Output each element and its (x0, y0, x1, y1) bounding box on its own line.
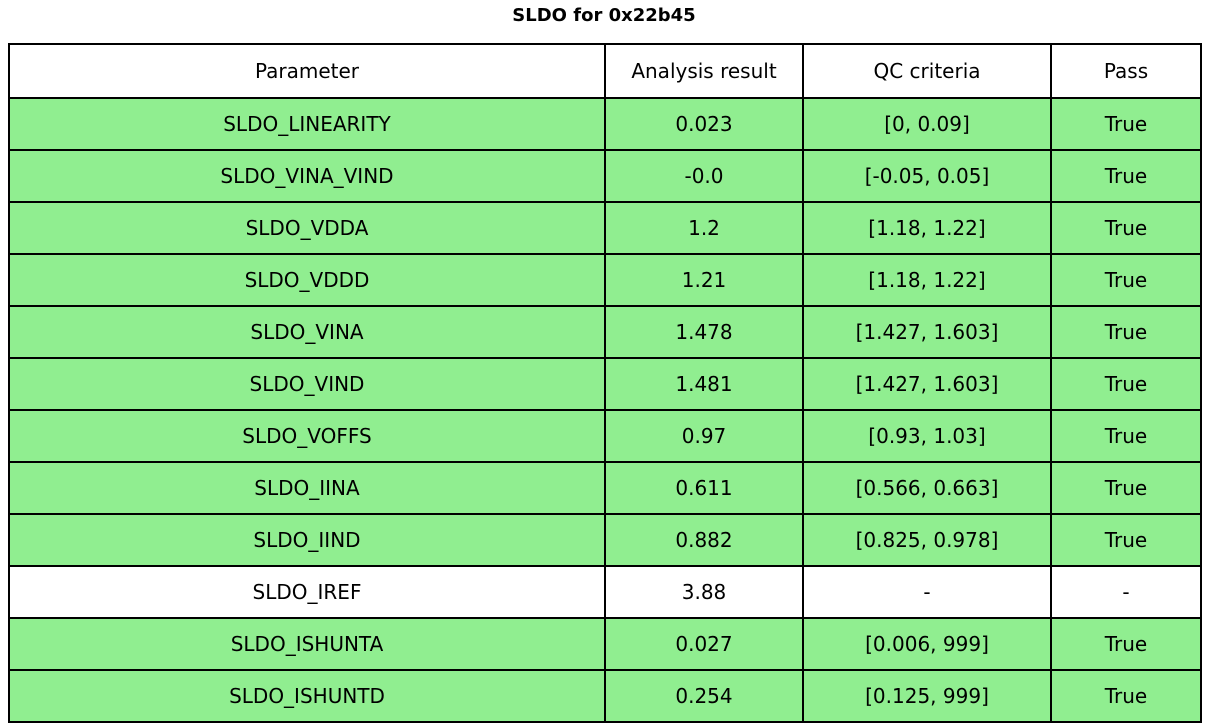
qc-criteria-cell: [0.825, 0.978] (802, 513, 1052, 567)
parameter-cell: SLDO_VDDD (8, 253, 606, 307)
pass-cell: True (1050, 357, 1202, 411)
table-row: SLDO_LINEARITY 0.023 [0, 0.09] True (8, 97, 1202, 151)
table-body: SLDO_LINEARITY 0.023 [0, 0.09] True SLDO… (8, 97, 1202, 723)
page-title: SLDO for 0x22b45 (512, 5, 696, 26)
parameter-cell: SLDO_ISHUNTA (8, 617, 606, 671)
pass-cell: True (1050, 305, 1202, 359)
analysis-result-cell: 1.2 (604, 201, 804, 255)
analysis-result-cell: 0.611 (604, 461, 804, 515)
pass-cell: True (1050, 669, 1202, 723)
parameter-cell: SLDO_VDDA (8, 201, 606, 255)
column-header-analysis-result: Analysis result (604, 43, 804, 99)
qc-criteria-cell: [0, 0.09] (802, 97, 1052, 151)
pass-cell: True (1050, 201, 1202, 255)
table-row: SLDO_VIND 1.481 [1.427, 1.603] True (8, 357, 1202, 411)
pass-cell: True (1050, 149, 1202, 203)
analysis-result-cell: 1.481 (604, 357, 804, 411)
analysis-result-cell: 1.21 (604, 253, 804, 307)
pass-cell: True (1050, 253, 1202, 307)
table-row: SLDO_IINA 0.611 [0.566, 0.663] True (8, 461, 1202, 515)
qc-criteria-cell: [0.125, 999] (802, 669, 1052, 723)
pass-cell: True (1050, 409, 1202, 463)
qc-criteria-cell: [1.427, 1.603] (802, 357, 1052, 411)
column-header-parameter: Parameter (8, 43, 606, 99)
table-row: SLDO_ISHUNTD 0.254 [0.125, 999] True (8, 669, 1202, 723)
analysis-result-cell: 0.254 (604, 669, 804, 723)
parameter-cell: SLDO_IIND (8, 513, 606, 567)
table-row: SLDO_VINA_VIND -0.0 [-0.05, 0.05] True (8, 149, 1202, 203)
pass-cell: True (1050, 97, 1202, 151)
qc-criteria-cell: [0.566, 0.663] (802, 461, 1052, 515)
analysis-result-cell: 3.88 (604, 565, 804, 619)
parameter-cell: SLDO_VINA_VIND (8, 149, 606, 203)
parameter-cell: SLDO_VOFFS (8, 409, 606, 463)
qc-criteria-cell: [1.427, 1.603] (802, 305, 1052, 359)
analysis-result-cell: 0.027 (604, 617, 804, 671)
pass-cell: True (1050, 461, 1202, 515)
analysis-result-cell: -0.0 (604, 149, 804, 203)
table-row: SLDO_VDDD 1.21 [1.18, 1.22] True (8, 253, 1202, 307)
qc-criteria-cell: - (802, 565, 1052, 619)
qc-criteria-cell: [1.18, 1.22] (802, 253, 1052, 307)
parameter-cell: SLDO_ISHUNTD (8, 669, 606, 723)
table-row: SLDO_VDDA 1.2 [1.18, 1.22] True (8, 201, 1202, 255)
table-row: SLDO_ISHUNTA 0.027 [0.006, 999] True (8, 617, 1202, 671)
pass-cell: - (1050, 565, 1202, 619)
parameter-cell: SLDO_IREF (8, 565, 606, 619)
parameter-cell: SLDO_LINEARITY (8, 97, 606, 151)
analysis-result-cell: 0.882 (604, 513, 804, 567)
pass-cell: True (1050, 513, 1202, 567)
analysis-result-cell: 1.478 (604, 305, 804, 359)
parameter-cell: SLDO_VIND (8, 357, 606, 411)
table-row: SLDO_VOFFS 0.97 [0.93, 1.03] True (8, 409, 1202, 463)
table-row: SLDO_VINA 1.478 [1.427, 1.603] True (8, 305, 1202, 359)
table-row: SLDO_IREF 3.88 - - (8, 565, 1202, 619)
table-header: Parameter Analysis result QC criteria Pa… (8, 43, 1202, 99)
parameter-cell: SLDO_VINA (8, 305, 606, 359)
qc-criteria-cell: [-0.05, 0.05] (802, 149, 1052, 203)
qc-criteria-cell: [0.93, 1.03] (802, 409, 1052, 463)
pass-cell: True (1050, 617, 1202, 671)
analysis-result-cell: 0.97 (604, 409, 804, 463)
header-row: Parameter Analysis result QC criteria Pa… (8, 43, 1202, 99)
column-header-qc-criteria: QC criteria (802, 43, 1052, 99)
qc-criteria-cell: [1.18, 1.22] (802, 201, 1052, 255)
qc-results-table: Parameter Analysis result QC criteria Pa… (8, 43, 1202, 723)
column-header-pass: Pass (1050, 43, 1202, 99)
analysis-result-cell: 0.023 (604, 97, 804, 151)
qc-criteria-cell: [0.006, 999] (802, 617, 1052, 671)
table-row: SLDO_IIND 0.882 [0.825, 0.978] True (8, 513, 1202, 567)
parameter-cell: SLDO_IINA (8, 461, 606, 515)
